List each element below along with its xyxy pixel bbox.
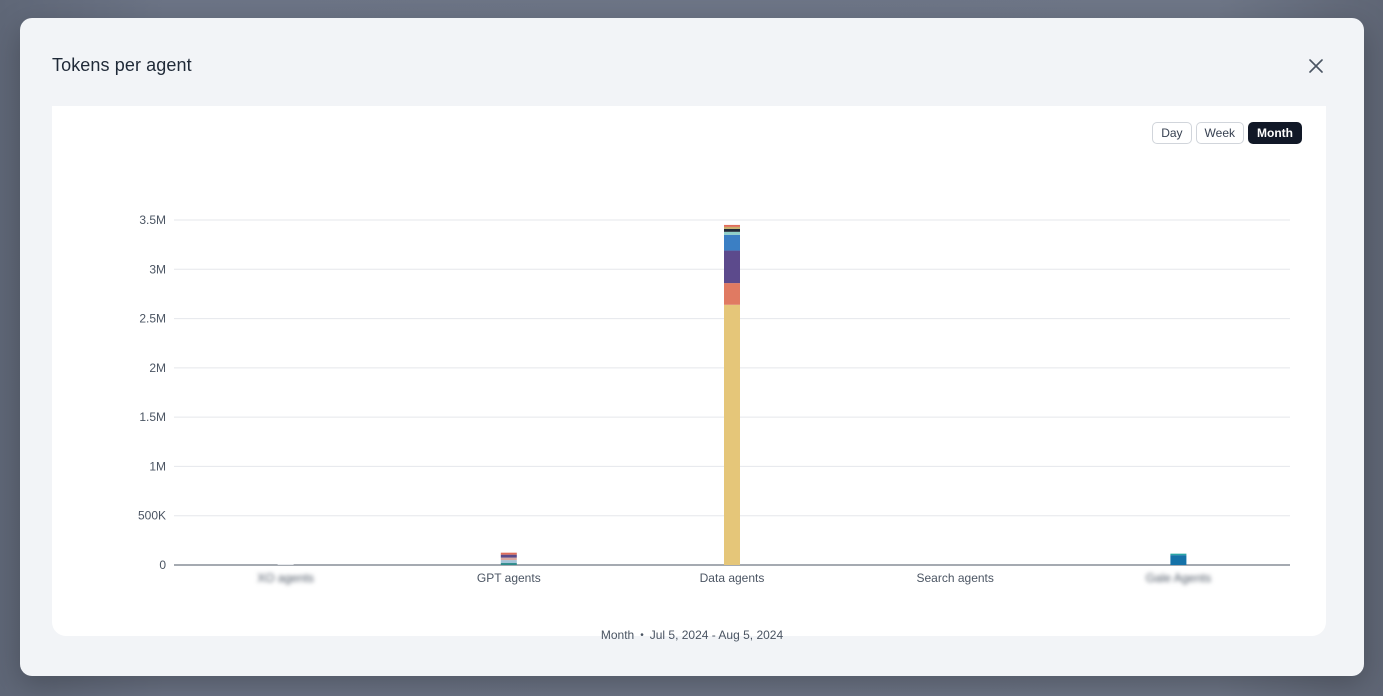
x-tick-label: Search agents bbox=[917, 571, 994, 585]
period-day-button[interactable]: Day bbox=[1152, 122, 1192, 144]
bar-segment[interactable] bbox=[1170, 553, 1187, 556]
bar-segment[interactable] bbox=[1170, 555, 1187, 565]
bar-segment[interactable] bbox=[724, 231, 740, 235]
period-week-button[interactable]: Week bbox=[1195, 122, 1245, 144]
bar-segment[interactable] bbox=[724, 283, 740, 305]
y-tick-label: 2.5M bbox=[139, 312, 166, 326]
chart-card: Day Week Month 0 500K 1M 1.5M 2M 2.5M 3M 3.5M XO… bbox=[52, 106, 1326, 636]
bar-segment[interactable] bbox=[500, 552, 517, 555]
period-toggle: Day Week Month bbox=[1152, 122, 1302, 144]
y-tick-label: 1M bbox=[149, 459, 166, 473]
x-tick-label: Gale Agents bbox=[1146, 571, 1211, 585]
bar-segment[interactable] bbox=[724, 250, 740, 284]
close-icon bbox=[1309, 59, 1323, 73]
y-tick-label: 500K bbox=[138, 509, 166, 523]
bar-segment[interactable] bbox=[724, 228, 740, 232]
bar-segment[interactable] bbox=[500, 560, 517, 564]
footer-period: Month bbox=[600, 628, 635, 642]
bar-segment[interactable] bbox=[724, 304, 740, 565]
y-tick-label: 3.5M bbox=[139, 213, 166, 227]
chart-footer: Month • Jul 5, 2024 - Aug 5, 2024 bbox=[20, 628, 1364, 642]
tokens-bar-chart: 0 500K 1M 1.5M 2M 2.5M 3M 3.5M XO agents GPT agen… bbox=[138, 213, 1290, 585]
bar-segment[interactable] bbox=[500, 557, 517, 561]
bar-segment[interactable] bbox=[500, 554, 517, 558]
y-tick-label: 2M bbox=[149, 361, 166, 375]
x-tick-label: GPT agents bbox=[477, 571, 541, 585]
modal-title: Tokens per agent bbox=[52, 55, 192, 75]
x-tick-label: Data agents bbox=[700, 571, 765, 585]
period-month-button[interactable]: Month bbox=[1248, 122, 1302, 144]
y-tick-label: 3M bbox=[149, 262, 166, 276]
bar-segment[interactable] bbox=[500, 563, 517, 565]
y-tick-label: 1.5M bbox=[139, 410, 166, 424]
bar-segment[interactable] bbox=[724, 234, 740, 251]
bar-segment[interactable] bbox=[724, 224, 740, 227]
y-tick-label: 0 bbox=[159, 558, 166, 572]
x-tick-label: XO agents bbox=[257, 571, 314, 585]
separator-dot: • bbox=[640, 630, 644, 641]
close-button[interactable] bbox=[1306, 56, 1326, 76]
bar-segment[interactable] bbox=[724, 226, 740, 229]
tokens-per-agent-modal: Tokens per agent Day Week Month 0 500K 1M 1… bbox=[20, 18, 1364, 676]
footer-date-range: Jul 5, 2024 - Aug 5, 2024 bbox=[649, 628, 784, 642]
bar-segment[interactable] bbox=[277, 564, 294, 565]
